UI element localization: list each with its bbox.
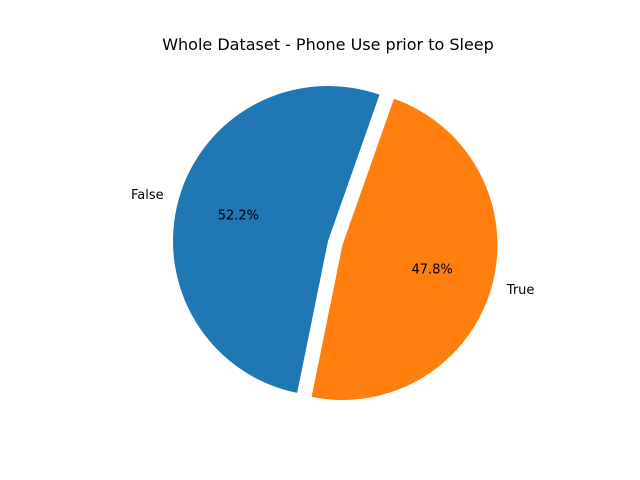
pie-category-label-false: False xyxy=(131,188,164,203)
chart-title: Whole Dataset - Phone Use prior to Sleep xyxy=(162,35,494,54)
pie-slices xyxy=(172,85,498,400)
pie-percent-label-true: 47.8% xyxy=(411,262,452,277)
pie-slice-true xyxy=(311,98,498,400)
pie-slice-false xyxy=(172,85,380,393)
pie-category-label-true: True xyxy=(506,283,535,298)
pie-labels: 52.2% False 47.8% True xyxy=(131,188,534,298)
pie-percent-label-false: 52.2% xyxy=(218,209,259,224)
